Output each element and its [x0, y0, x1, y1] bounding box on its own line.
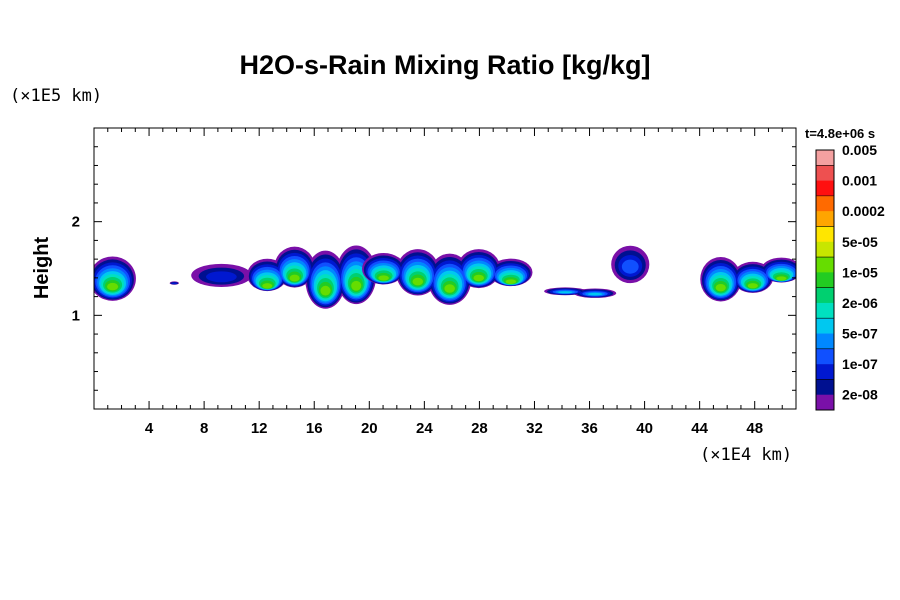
- rain-cluster: [247, 245, 377, 309]
- plot-area: [94, 245, 796, 309]
- x-tick-label: 4: [145, 420, 154, 437]
- rain-contour: [289, 274, 300, 282]
- rain-contour: [747, 283, 758, 289]
- colorbar-swatch: [816, 394, 834, 411]
- colorbar-label: 2e-08: [842, 387, 878, 403]
- y-tick-label: 1: [72, 307, 80, 324]
- colorbar-label: 0.0002: [842, 203, 885, 219]
- rain-contour: [473, 274, 485, 282]
- x-tick-label: 20: [361, 420, 378, 437]
- colorbar-label: 2e-06: [842, 295, 878, 311]
- colorbar-swatch: [816, 379, 834, 396]
- rain-contour: [505, 279, 517, 284]
- x-tick-label: 8: [200, 420, 208, 437]
- colorbar-label: 1e-05: [842, 264, 878, 280]
- rain-contour: [587, 292, 603, 296]
- colorbar-swatch: [816, 195, 834, 212]
- colorbar-swatch: [816, 211, 834, 227]
- colorbar-swatch: [816, 257, 834, 273]
- rain-contour: [558, 291, 573, 294]
- colorbar-swatch: [816, 302, 834, 319]
- colorbar-swatch: [816, 150, 834, 166]
- rain-contour: [320, 285, 331, 296]
- chart-title: H2O-s-Rain Mixing Ratio [kg/kg]: [239, 50, 650, 80]
- colorbar-label: 0.001: [842, 173, 877, 189]
- colorbar-label: 5e-07: [842, 326, 878, 342]
- colorbar-swatch: [816, 287, 834, 304]
- plot-frame: [93, 127, 797, 410]
- rain-contour: [351, 280, 362, 291]
- x-tick-label: 36: [581, 420, 598, 437]
- colorbar-swatch: [816, 333, 834, 350]
- x-tick-label: 40: [636, 420, 653, 437]
- rain-contour: [378, 275, 389, 281]
- rain-cluster: [94, 256, 136, 301]
- colorbar-swatch: [816, 272, 834, 288]
- colorbar-swatch: [816, 241, 834, 258]
- colorbar-label: 1e-07: [842, 356, 878, 372]
- y-tick-label: 2: [72, 214, 80, 231]
- colorbar-label: 0.005: [842, 142, 877, 158]
- colorbar-swatch: [816, 226, 834, 243]
- y-axis-label: Height: [31, 237, 53, 300]
- rain-contour: [412, 277, 424, 286]
- x-tick-label: 48: [746, 420, 763, 437]
- colorbar-swatch: [816, 364, 834, 380]
- colorbar-swatch: [816, 165, 834, 181]
- x-tick-label: 12: [251, 420, 268, 437]
- x-tick-label: 28: [471, 420, 488, 437]
- rain-cluster: [169, 281, 179, 285]
- time-label: t=4.8e+06 s: [805, 126, 875, 141]
- rain-cluster: [361, 249, 533, 305]
- rain-contour: [171, 282, 178, 285]
- x-tick-label: 16: [306, 420, 323, 437]
- rain-contour: [621, 259, 639, 274]
- colorbar-label: 5e-05: [842, 234, 878, 250]
- rain-contour: [444, 284, 455, 293]
- rain-contour: [262, 283, 273, 289]
- x-tick-label: 32: [526, 420, 543, 437]
- colorbar-swatch: [816, 180, 834, 197]
- x-tick-label: 24: [416, 420, 433, 437]
- rain-cluster: [611, 245, 650, 284]
- x-unit-label: (×1E4 km): [700, 445, 792, 465]
- x-tick-label: 44: [691, 420, 708, 437]
- colorbar-swatch: [816, 318, 834, 334]
- colorbar-frame: [815, 149, 835, 411]
- y-unit-label: (×1E5 km): [10, 86, 102, 106]
- rain-cluster: [544, 287, 617, 298]
- rain-contour: [206, 271, 237, 283]
- colorbar: 0.005 0.001 0.0002 5e-05 1e-05 2e-06 5e-07 1e-0…: [815, 142, 885, 411]
- rain-cluster: [191, 263, 252, 287]
- rain-contour: [715, 283, 726, 292]
- colorbar-swatch: [816, 348, 834, 365]
- rain-contour: [776, 276, 787, 281]
- rain-cluster: [700, 256, 796, 302]
- rain-contour: [107, 282, 119, 291]
